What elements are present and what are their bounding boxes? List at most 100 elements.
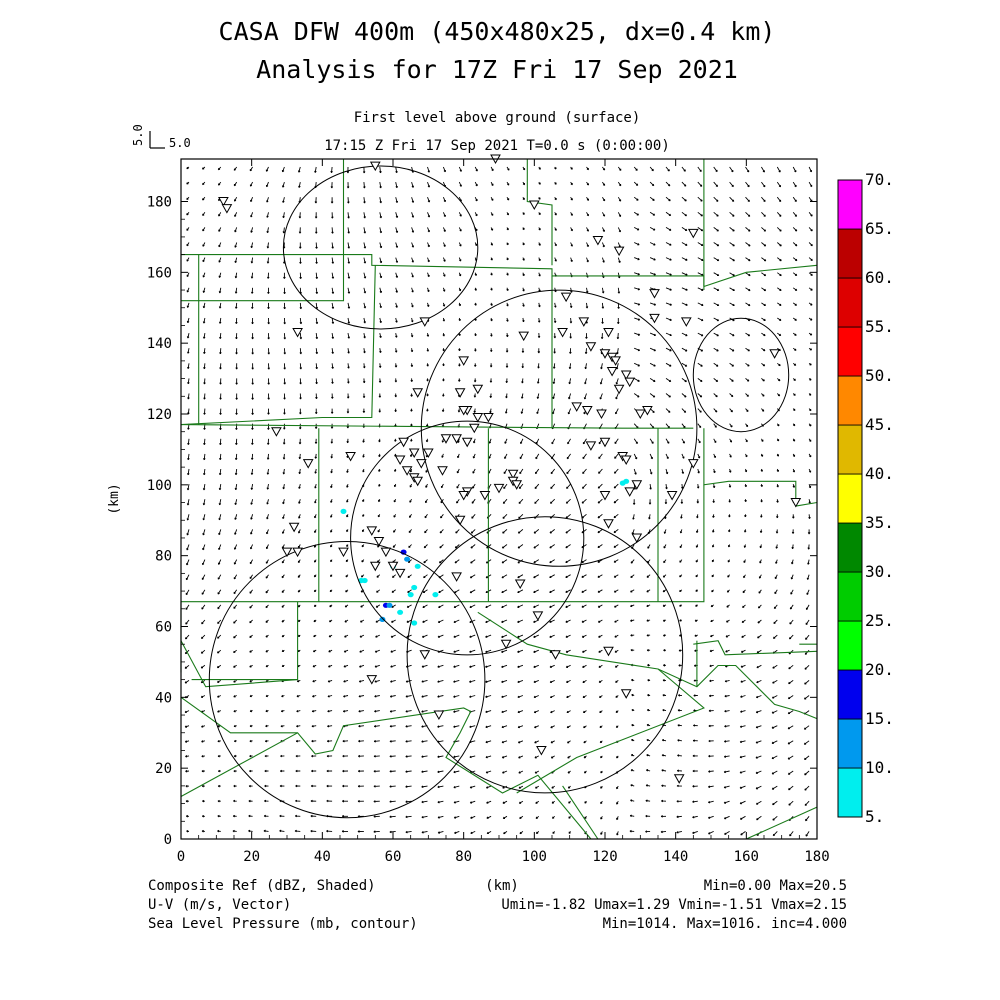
station-marker: [500, 639, 512, 650]
county-line: [180, 732, 298, 797]
station-marker: [366, 526, 378, 536]
station-marker: [620, 689, 632, 699]
station-marker: [680, 317, 692, 327]
station-marker: [394, 455, 406, 466]
echo-cell: [411, 584, 418, 591]
colorbar-label: 20.: [865, 660, 894, 679]
x-tick-label: 0: [177, 849, 185, 865]
footer-uv-range: Umin=-1.82 Umax=1.29 Vmin=-1.51 Vmax=2.1…: [501, 897, 847, 913]
station-marker: [369, 161, 381, 172]
station-marker: [599, 437, 611, 448]
station-marker: [620, 370, 632, 381]
echo-cell: [340, 508, 347, 514]
station-marker: [642, 406, 653, 416]
station-marker: [518, 331, 530, 342]
station-marker: [528, 200, 540, 211]
station-marker: [479, 491, 491, 501]
station-marker: [769, 349, 780, 359]
vector-scale-y-label: 5.0: [131, 124, 145, 146]
colorbar: 5. 10. 15. 20. 25. 30. 35. 40. 45. 50. 55. 60. 65. 70…: [837, 170, 894, 826]
station-marker: [458, 356, 470, 366]
colorbar-swatch: [837, 424, 863, 475]
station-marker: [288, 522, 300, 533]
station-marker: [613, 384, 625, 395]
station-marker: [412, 476, 424, 487]
station-marker: [366, 675, 378, 685]
station-marker: [599, 491, 611, 501]
county-line: [693, 640, 818, 656]
station-marker: [472, 413, 484, 423]
colorbar-label: 35.: [865, 513, 894, 532]
y-tick-label: 100: [147, 478, 172, 494]
station-marker: [507, 469, 519, 480]
colorbar-label: 60.: [865, 268, 894, 287]
echo-cell: [386, 602, 393, 608]
colorbar-swatch: [837, 326, 863, 377]
colorbar-swatch: [837, 571, 863, 622]
station-marker: [673, 774, 685, 784]
colorbar-swatch: [837, 522, 863, 573]
colorbar-label: 25.: [865, 611, 894, 630]
county-line: [703, 264, 818, 288]
station-marker: [606, 367, 618, 377]
colorbar-label: 40.: [865, 464, 894, 483]
station-marker: [631, 533, 643, 544]
echo-cell: [379, 616, 386, 623]
station-marker: [437, 466, 448, 476]
station-marker: [649, 313, 660, 324]
station-marker: [603, 328, 614, 338]
station-marker: [581, 406, 593, 416]
x-tick-label: 80: [455, 849, 472, 865]
station-marker: [281, 547, 293, 558]
county-boundaries: [180, 159, 818, 840]
y-tick-label: 40: [155, 690, 172, 706]
y-tick-label: 20: [155, 761, 172, 777]
station-marker: [624, 487, 636, 497]
station-marker: [613, 246, 625, 257]
colorbar-swatch: [837, 277, 863, 328]
station-marker: [620, 455, 632, 466]
colorbar-label: 55.: [865, 317, 894, 336]
station-marker: [408, 448, 420, 459]
station-marker: [596, 409, 607, 420]
county-line: [181, 159, 345, 302]
station-marker: [338, 547, 349, 558]
colorbar-swatch: [837, 718, 863, 769]
station-marker: [631, 480, 643, 490]
axes: 0 20 40 60 80 100 120 140 160 180 0 20 40 60 80 100 120 1…: [147, 159, 830, 865]
station-marker: [557, 328, 568, 338]
pressure-contour: [282, 165, 479, 330]
station-marker: [687, 228, 699, 239]
title-line-1: CASA DFW 400m (450x480x25, dx=0.4 km): [219, 17, 776, 46]
county-line: [658, 484, 705, 603]
x-tick-label: 180: [804, 849, 829, 865]
x-tick-label: 140: [663, 849, 688, 865]
station-marker: [560, 292, 572, 303]
plot-frame: [180, 158, 818, 840]
station-marker: [511, 480, 523, 490]
station-marker: [401, 466, 413, 476]
station-marker: [433, 710, 445, 721]
y-tick-label: 140: [147, 336, 172, 352]
echo-cell: [411, 620, 418, 626]
station-marker: [422, 448, 434, 459]
station-marker: [419, 317, 431, 327]
pressure-contour: [406, 516, 684, 794]
station-marker: [603, 646, 614, 657]
footer-uv: U-V (m/s, Vector): [148, 897, 291, 913]
station-marker: [585, 441, 597, 451]
station-marker: [687, 459, 699, 469]
station-marker: [483, 413, 494, 423]
echo-cell: [414, 563, 421, 569]
station-marker: [599, 349, 611, 359]
echo-cell: [407, 592, 414, 598]
station-marker: [419, 650, 431, 660]
station-marker: [550, 650, 561, 660]
pressure-contour: [350, 420, 585, 656]
station-marker: [536, 746, 547, 756]
county-line: [180, 424, 694, 429]
station-marker: [380, 547, 392, 558]
station-marker: [592, 236, 604, 246]
county-line: [562, 785, 599, 840]
